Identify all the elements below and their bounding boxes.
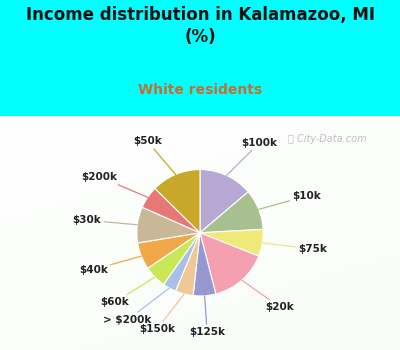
Wedge shape [176, 233, 200, 295]
Text: $60k: $60k [100, 277, 155, 307]
Text: $200k: $200k [82, 172, 148, 197]
Wedge shape [193, 233, 216, 296]
Text: $125k: $125k [189, 296, 225, 337]
Wedge shape [200, 169, 248, 233]
Text: Income distribution in Kalamazoo, MI
(%): Income distribution in Kalamazoo, MI (%) [26, 6, 374, 46]
Text: $10k: $10k [259, 191, 321, 209]
Wedge shape [164, 233, 200, 291]
Wedge shape [200, 233, 259, 294]
Wedge shape [142, 188, 200, 233]
Text: $150k: $150k [139, 294, 184, 334]
Text: $50k: $50k [133, 136, 176, 175]
Wedge shape [200, 229, 263, 256]
Text: $100k: $100k [226, 138, 278, 175]
Text: $20k: $20k [242, 280, 294, 312]
Text: $75k: $75k [262, 243, 327, 254]
Wedge shape [200, 192, 263, 233]
Wedge shape [148, 233, 200, 285]
Wedge shape [137, 207, 200, 243]
Wedge shape [138, 233, 200, 268]
Text: $30k: $30k [73, 215, 137, 225]
Text: > $200k: > $200k [104, 288, 169, 325]
Text: White residents: White residents [138, 83, 262, 97]
Wedge shape [155, 169, 200, 233]
Text: $40k: $40k [79, 256, 141, 274]
Text: ⓘ City-Data.com: ⓘ City-Data.com [288, 134, 367, 144]
